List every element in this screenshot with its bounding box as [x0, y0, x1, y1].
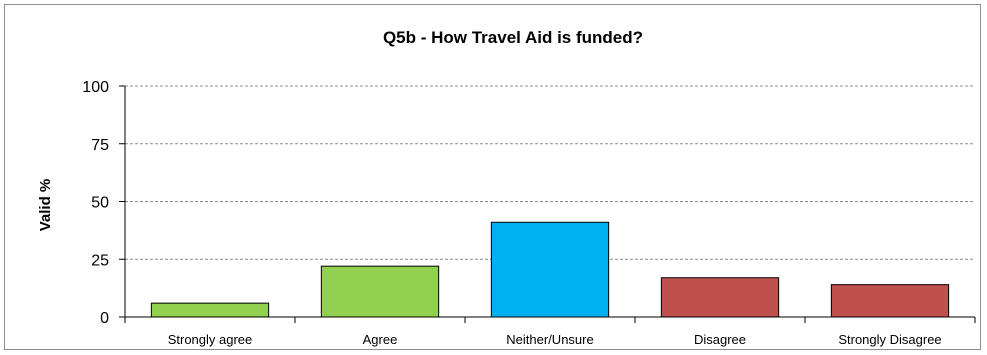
- bar-disagree: [660, 277, 780, 318]
- y-tick-label: 0: [100, 310, 109, 327]
- bar-chart: Q5b - How Travel Aid is funded? Valid % …: [37, 28, 976, 347]
- x-tick-label: Disagree: [694, 332, 746, 347]
- bar-neither-unsure: [490, 221, 610, 318]
- chart-title: Q5b - How Travel Aid is funded?: [383, 28, 643, 47]
- axes: [124, 86, 976, 323]
- y-tick-label: 25: [91, 252, 109, 269]
- y-axis-label: Valid %: [37, 179, 54, 232]
- x-tick-label: Strongly agree: [168, 332, 253, 347]
- x-tick-labels: Strongly agree Agree Neither/Unsure Disagre…: [168, 332, 942, 347]
- chart-area: Q5b - How Travel Aid is funded? Valid % …: [4, 4, 981, 350]
- y-tick-labels: 0 25 50 75 100: [82, 79, 109, 327]
- bars: [150, 221, 950, 318]
- y-tick-label: 75: [91, 137, 109, 154]
- x-tick-label: Strongly Disagree: [838, 332, 941, 347]
- bar-strongly-disagree: [830, 284, 950, 318]
- x-tick-label: Agree: [363, 332, 398, 347]
- y-tick-label: 100: [82, 79, 109, 96]
- y-tick-label: 50: [91, 195, 109, 212]
- bar-agree: [320, 265, 440, 318]
- x-tick-label: Neither/Unsure: [506, 332, 593, 347]
- bar-strongly-agree: [150, 302, 270, 318]
